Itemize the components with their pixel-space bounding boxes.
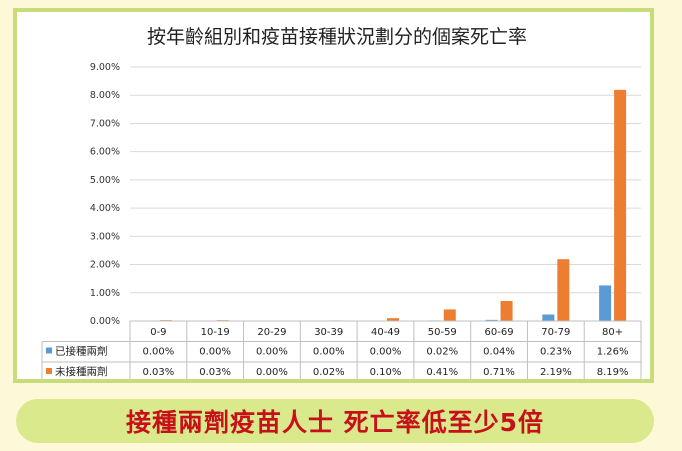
y-tick-label: 1.00% bbox=[90, 288, 120, 299]
data-table: 0-9 10-19 20-29 30-39 40-49 50-59 60-69 70-79 80… bbox=[41, 320, 642, 379]
data-label: 0.00% bbox=[313, 347, 345, 358]
chart-title: 按年齡組別和疫苗接種狀況劃分的個案死亡率 bbox=[147, 26, 527, 48]
y-tick-label: 5.00% bbox=[90, 175, 120, 186]
gridlines bbox=[130, 66, 641, 322]
category-label: 0-9 bbox=[150, 327, 166, 338]
y-tick-label: 2.00% bbox=[90, 260, 120, 271]
category-label: 10-19 bbox=[201, 327, 230, 338]
data-label: 1.26% bbox=[597, 347, 629, 358]
y-tick-label: 7.00% bbox=[90, 118, 120, 129]
data-label: 0.00% bbox=[199, 347, 231, 358]
category-label: 50-59 bbox=[428, 327, 457, 338]
legend-label: 未接種兩劑 bbox=[55, 365, 108, 378]
data-label: 0.23% bbox=[540, 347, 572, 358]
category-label: 70-79 bbox=[541, 327, 570, 338]
data-label: 0.04% bbox=[483, 347, 515, 358]
bars bbox=[159, 89, 627, 321]
bar-unvaccinated bbox=[557, 259, 570, 321]
bar-unvaccinated bbox=[614, 89, 627, 321]
data-label: 0.00% bbox=[256, 347, 288, 358]
category-label: 60-69 bbox=[485, 327, 514, 338]
bar-unvaccinated bbox=[443, 309, 456, 321]
banner-text: 接種兩劑疫苗人士 死亡率低至少5倍 bbox=[125, 408, 545, 437]
y-tick-label: 9.00% bbox=[90, 62, 120, 73]
data-label: 0.00% bbox=[142, 347, 174, 358]
data-label: 0.02% bbox=[313, 367, 345, 378]
data-label: 0.02% bbox=[426, 347, 458, 358]
y-tick-label: 3.00% bbox=[90, 231, 120, 242]
legend-swatch bbox=[46, 347, 52, 354]
category-label: 80+ bbox=[602, 327, 623, 338]
data-label: 0.10% bbox=[370, 367, 402, 378]
data-label: 0.03% bbox=[142, 367, 174, 378]
summary-banner: 接種兩劑疫苗人士 死亡率低至少5倍 bbox=[16, 399, 654, 443]
category-label: 20-29 bbox=[257, 327, 286, 338]
y-axis-ticks: 0.00% 1.00% 2.00% 3.00% 4.00% 5.00% 6.00% 7.00%… bbox=[90, 62, 120, 327]
data-label: 0.00% bbox=[370, 347, 402, 358]
data-label: 0.03% bbox=[199, 367, 231, 378]
bar-vaccinated bbox=[485, 319, 498, 321]
data-label: 8.19% bbox=[597, 367, 629, 378]
data-label: 0.00% bbox=[256, 367, 288, 378]
y-tick-label: 4.00% bbox=[90, 203, 120, 214]
bar-vaccinated bbox=[542, 314, 555, 321]
category-label: 30-39 bbox=[314, 327, 343, 338]
data-label: 2.19% bbox=[540, 367, 572, 378]
legend-label: 已接種兩劑 bbox=[55, 345, 108, 358]
bar-vaccinated bbox=[599, 285, 612, 321]
chart-frame: 按年齡組別和疫苗接種狀況劃分的個案死亡率 0.00% 1.00% 2.00% 3.00… bbox=[13, 8, 654, 383]
bar-unvaccinated bbox=[387, 318, 399, 321]
bar-unvaccinated bbox=[500, 300, 513, 321]
y-tick-label: 0.00% bbox=[90, 316, 120, 327]
data-label: 0.71% bbox=[483, 367, 515, 378]
category-label: 40-49 bbox=[371, 327, 400, 338]
legend-swatch bbox=[46, 368, 52, 374]
data-label: 0.41% bbox=[426, 367, 458, 378]
y-tick-label: 6.00% bbox=[90, 147, 120, 158]
y-tick-label: 8.00% bbox=[90, 90, 120, 101]
chart: 按年齡組別和疫苗接種狀況劃分的個案死亡率 0.00% 1.00% 2.00% 3.00… bbox=[41, 26, 642, 379]
